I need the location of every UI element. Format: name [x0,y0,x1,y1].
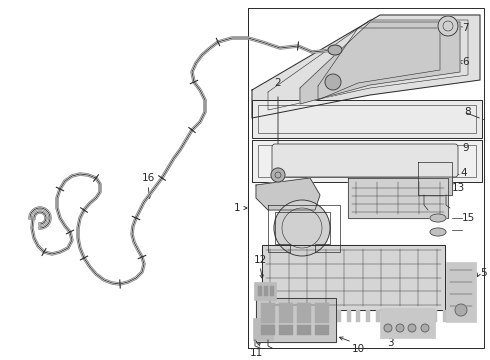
Text: 11: 11 [249,348,263,358]
Bar [315,303,329,323]
Bar [253,318,273,340]
Ellipse shape [430,228,446,236]
Bar [258,286,262,296]
Bar [252,100,482,138]
Text: 4: 4 [460,168,466,178]
Bar [395,310,399,322]
Bar [262,245,445,310]
Circle shape [271,168,285,182]
Bar [347,310,351,322]
Bar [414,310,418,322]
Polygon shape [256,178,320,210]
Circle shape [455,304,467,316]
Circle shape [396,324,404,332]
Circle shape [274,200,330,256]
Bar [385,310,389,322]
Bar [261,303,275,323]
Bar [404,310,409,322]
FancyBboxPatch shape [272,144,458,177]
Ellipse shape [430,214,446,222]
Text: 3: 3 [387,338,393,348]
Circle shape [438,16,458,36]
Bar [297,325,311,335]
Bar [337,310,341,322]
Polygon shape [418,162,452,195]
Circle shape [421,324,429,332]
Text: 1: 1 [233,203,240,213]
Text: 8: 8 [464,107,470,117]
Bar [279,303,293,323]
Bar [424,310,428,322]
Bar [256,298,336,342]
Text: 2: 2 [275,78,281,88]
Bar [258,145,476,177]
Ellipse shape [328,45,342,55]
Bar [315,325,329,335]
Text: 15: 15 [462,213,475,223]
Bar [446,262,476,322]
Bar [254,282,276,300]
Bar [289,310,293,322]
Bar [252,140,482,182]
Bar [375,310,380,322]
Text: 14: 14 [299,158,313,168]
Bar [327,310,331,322]
Bar [279,325,293,335]
Bar [258,105,476,133]
Bar [366,310,370,322]
Bar [380,308,435,338]
Bar [264,286,268,296]
Text: 10: 10 [352,344,365,354]
Bar [270,310,273,322]
Text: 7: 7 [462,23,468,33]
Bar [308,310,312,322]
Bar [262,245,445,310]
Bar [297,303,311,323]
Polygon shape [300,22,460,104]
Polygon shape [252,15,480,118]
Circle shape [325,74,341,90]
Bar [270,286,274,296]
Bar [248,8,484,348]
Text: 12: 12 [253,255,267,265]
Text: 13: 13 [452,183,465,193]
Bar [356,310,360,322]
Polygon shape [348,178,448,218]
Text: 6: 6 [462,57,468,67]
Text: 16: 16 [142,173,155,183]
Bar [261,325,275,335]
Bar [260,310,264,322]
Bar [256,298,336,342]
Bar [318,310,322,322]
Circle shape [384,324,392,332]
Bar [298,310,302,322]
Bar [443,310,447,322]
Bar [279,310,283,322]
Bar [433,310,438,322]
Circle shape [408,324,416,332]
Text: 9: 9 [462,143,468,153]
Text: 5: 5 [480,268,487,278]
